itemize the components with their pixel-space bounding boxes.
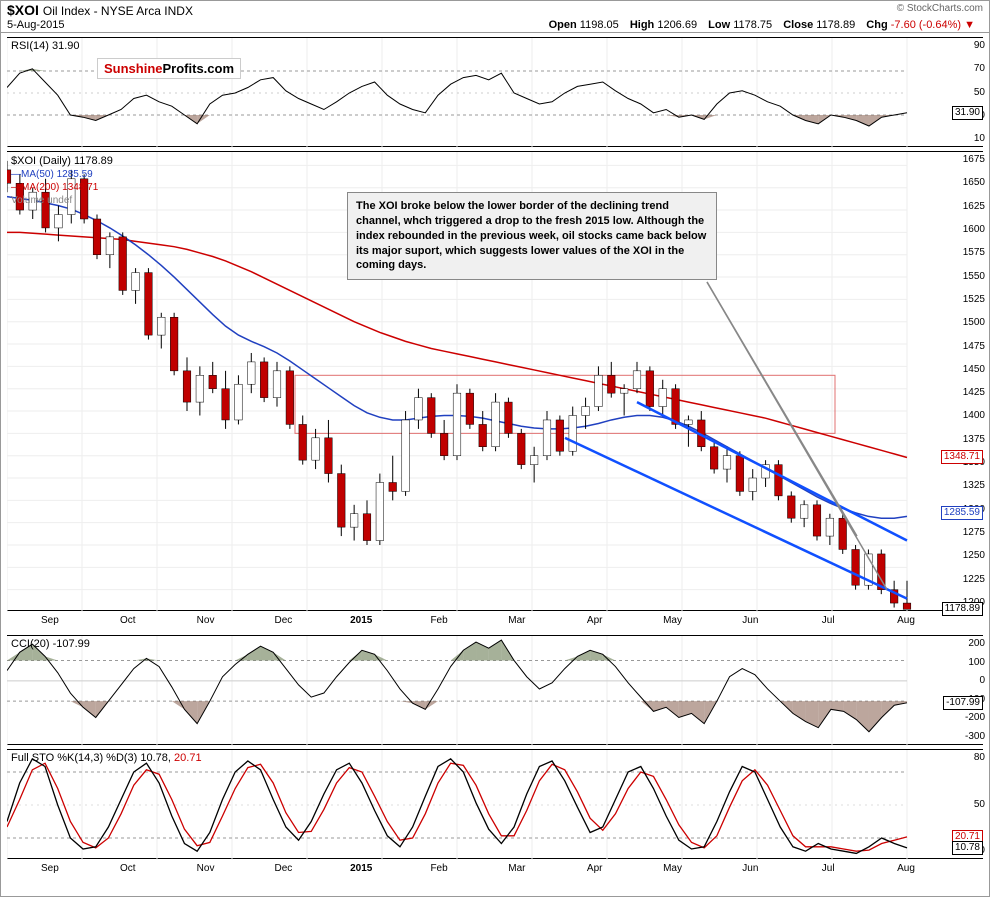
cci-chart	[7, 636, 947, 746]
chart-date: 5-Aug-2015	[7, 19, 65, 31]
rsi-value-tag: 31.90	[952, 106, 983, 120]
sto-k-tag: 10.78	[952, 841, 983, 855]
stochastic-chart	[7, 750, 947, 860]
cci-y-axis: 2001000-100-200-300	[951, 636, 985, 744]
x-axis-labels: SepOctNovDec2015FebMarAprMayJunJulAug	[1, 615, 955, 631]
rsi-panel: RSI(14) 31.90 SunshineProfits.com 907050…	[7, 37, 983, 147]
cci-value-tag: -107.99	[943, 696, 983, 710]
price-value-tag: 1178.89	[942, 602, 983, 616]
watermark: SunshineProfits.com	[97, 58, 241, 79]
chart-header: $XOI Oil Index - NYSE Arca INDX 5-Aug-20…	[1, 1, 989, 33]
ohlc-block: Open 1198.05 High 1206.69 Low 1178.75 Cl…	[549, 19, 983, 31]
attribution-text: © StockCharts.com	[897, 3, 983, 14]
cci-title: CCI(20) -107.99	[11, 638, 90, 650]
stock-chart-container: © StockCharts.com $XOI Oil Index - NYSE …	[0, 0, 990, 897]
price-y-axis: 1675165016251600157515501525150014751450…	[951, 152, 985, 610]
symbol-description: Oil Index - NYSE Arca INDX	[43, 4, 193, 18]
stochastic-panel: Full STO %K(14,3) %D(3) 10.78, 20.71 805…	[7, 749, 983, 859]
cci-panel: CCI(20) -107.99 2001000-100-200-300 -107…	[7, 635, 983, 745]
rsi-chart	[7, 38, 947, 148]
rsi-y-axis: 9070503010	[951, 38, 985, 146]
x-axis-labels-bottom: SepOctNovDec2015FebMarAprMayJunJulAug	[1, 863, 955, 879]
price-legend: $XOI (Daily) 1178.89 —MA(50) 1285.59 —MA…	[11, 154, 113, 207]
price-panel: $XOI (Daily) 1178.89 —MA(50) 1285.59 —MA…	[7, 151, 983, 611]
stochastic-title: Full STO %K(14,3) %D(3) 10.78, 20.71	[11, 752, 202, 764]
ma200-value-tag: 1348.71	[941, 450, 983, 464]
rsi-title: RSI(14) 31.90	[11, 40, 80, 52]
ma50-value-tag: 1285.59	[941, 506, 983, 520]
annotation-callout: The XOI broke below the lower border of …	[347, 192, 717, 280]
symbol-text: $XOI	[7, 2, 39, 18]
